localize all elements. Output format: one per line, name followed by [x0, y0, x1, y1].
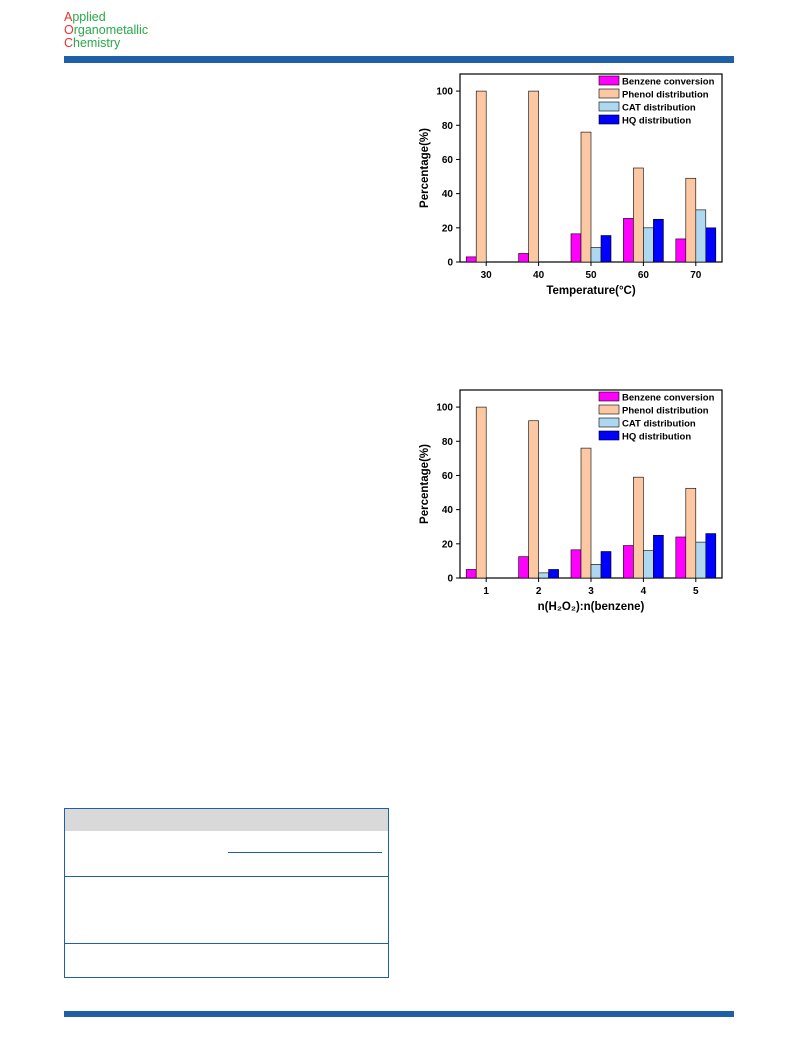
y-axis-label: Percentage(%): [419, 444, 431, 524]
legend-label: Benzene conversion: [622, 77, 715, 88]
y-tick-label: 100: [436, 403, 453, 414]
x-tick-label: 3: [588, 586, 594, 597]
journal-logo: Applied Organometallic Chemistry: [64, 11, 148, 50]
bar: [548, 569, 559, 579]
y-tick-label: 40: [442, 505, 454, 516]
legend-swatch: [598, 391, 620, 402]
legend-label: Phenol distribution: [622, 90, 709, 101]
bar: [475, 90, 487, 263]
y-tick-label: 60: [442, 155, 454, 166]
journal-logo-line-3: Chemistry: [64, 36, 121, 50]
bar: [643, 227, 654, 263]
legend-label: Phenol distribution: [622, 406, 709, 417]
bar: [465, 569, 477, 579]
bar: [600, 235, 612, 263]
x-axis-label: n(H₂O₂):n(benzene): [538, 601, 645, 613]
x-tick-label: 5: [693, 586, 699, 597]
table-header-band: [65, 809, 388, 831]
legend-label: CAT distribution: [622, 419, 696, 430]
y-tick-label: 100: [436, 87, 453, 98]
legend-label: Benzene conversion: [622, 393, 715, 404]
table-body-rule: [65, 943, 388, 944]
header-rule: [64, 56, 734, 63]
legend-swatch: [598, 114, 620, 125]
legend-swatch: [598, 404, 620, 415]
bar: [705, 533, 717, 579]
bar: [580, 131, 592, 263]
table-header-rule: [65, 876, 388, 877]
x-axis-label: Temperature(°C): [546, 285, 636, 297]
bar: [570, 549, 582, 579]
x-tick-label: 30: [481, 270, 493, 281]
bar: [653, 218, 664, 263]
y-tick-label: 0: [447, 258, 453, 269]
table-spanner-rule: [228, 852, 382, 853]
bar: [685, 487, 697, 579]
bar: [623, 545, 634, 579]
footer-rule: [64, 1011, 734, 1017]
legend-swatch: [598, 101, 620, 112]
journal-logo-line-1: Applied: [64, 10, 106, 24]
bar: [623, 218, 634, 263]
bar: [590, 564, 602, 579]
table-frame: [64, 808, 389, 978]
bar: [685, 177, 697, 263]
y-tick-label: 60: [442, 471, 454, 482]
x-tick-label: 70: [690, 270, 702, 281]
bar: [653, 534, 664, 579]
y-tick-label: 80: [442, 121, 454, 132]
bar: [580, 447, 592, 579]
legend-swatch: [598, 88, 620, 99]
y-tick-label: 20: [442, 539, 454, 550]
bar: [633, 476, 644, 579]
bar: [528, 90, 539, 263]
bar: [633, 167, 644, 263]
legend-label: HQ distribution: [622, 432, 691, 443]
bar: [675, 536, 687, 579]
legend-swatch: [598, 417, 620, 428]
legend-label: HQ distribution: [622, 116, 691, 127]
bar: [475, 406, 487, 579]
temperature-bar-chart: 0 20 40 60 80 100 30 40 50 60 70 Temperature(°C) Per…: [419, 73, 723, 297]
bar: [695, 209, 707, 263]
bar: [643, 550, 654, 579]
x-tick-label: 4: [641, 586, 647, 597]
y-axis-label: Percentage(%): [419, 128, 431, 208]
legend-swatch: [598, 75, 620, 86]
x-tick-label: 1: [483, 586, 489, 597]
y-tick-label: 20: [442, 223, 454, 234]
y-tick-label: 40: [442, 189, 454, 200]
bar: [600, 551, 612, 579]
bar: [590, 247, 602, 263]
bar: [528, 420, 539, 579]
bar: [570, 233, 582, 263]
x-tick-label: 60: [638, 270, 650, 281]
legend-label: CAT distribution: [622, 103, 696, 114]
x-tick-label: 2: [536, 586, 542, 597]
ratio-bar-chart: 0 20 40 60 80 100 1 2 3 4 5 n(H₂O₂):n(benzene) Perce…: [419, 389, 723, 613]
bar: [465, 256, 477, 263]
y-tick-label: 0: [447, 574, 453, 585]
journal-logo-line-2: Organometallic: [64, 23, 149, 37]
bar: [518, 253, 529, 263]
x-tick-label: 50: [585, 270, 597, 281]
bar: [705, 227, 717, 263]
x-tick-label: 40: [533, 270, 545, 281]
bar: [675, 238, 687, 263]
legend-swatch: [598, 430, 620, 441]
bar: [695, 541, 707, 579]
y-tick-label: 80: [442, 437, 454, 448]
bar: [518, 556, 529, 579]
bar: [538, 572, 549, 579]
